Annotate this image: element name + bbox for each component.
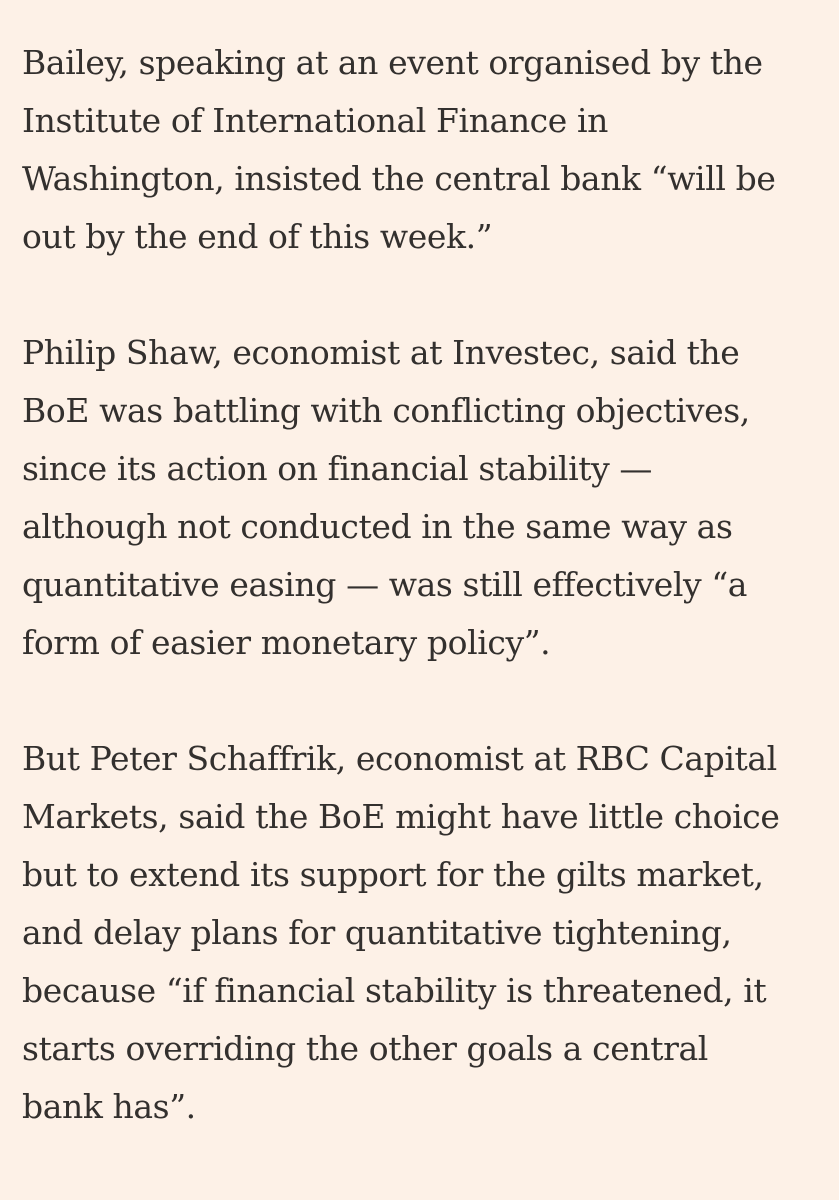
text-line: bank has”. (22, 1087, 196, 1126)
text-line: starts overriding the other goals a cent… (22, 1029, 708, 1068)
text-line: out by the end of this week.” (22, 217, 493, 256)
text-line: Markets, said the BoE might have little … (22, 797, 780, 836)
text-line: form of easier monetary policy”. (22, 623, 551, 662)
text-line: because “if financial stability is threa… (22, 971, 767, 1010)
text-line: since its action on financial stability … (22, 449, 653, 488)
text-line: Institute of International Finance in (22, 101, 608, 140)
paragraph-shaw: Philip Shaw, economist at Investec, said… (22, 324, 817, 672)
text-line: Bailey, speaking at an event organised b… (22, 43, 763, 82)
text-line: Washington, insisted the central bank “w… (22, 159, 776, 198)
text-line: Philip Shaw, economist at Investec, said… (22, 333, 740, 372)
paragraph-bailey: Bailey, speaking at an event organised b… (22, 34, 817, 266)
text-line: quantitative easing — was still effectiv… (22, 565, 748, 604)
text-line: But Peter Schaffrik, economist at RBC Ca… (22, 739, 777, 778)
text-line: but to extend its support for the gilts … (22, 855, 764, 894)
text-line: and delay plans for quantitative tighten… (22, 913, 732, 952)
text-line: although not conducted in the same way a… (22, 507, 733, 546)
text-line: BoE was battling with conflicting object… (22, 391, 750, 430)
paragraph-schaffrik: But Peter Schaffrik, economist at RBC Ca… (22, 730, 817, 1136)
